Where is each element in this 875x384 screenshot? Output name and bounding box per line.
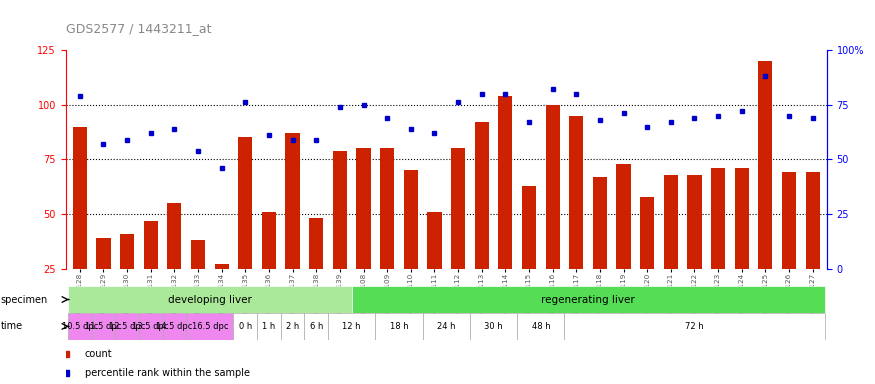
Bar xyxy=(664,175,678,269)
Text: 11.5 dpc: 11.5 dpc xyxy=(85,322,122,331)
Bar xyxy=(451,149,466,269)
Bar xyxy=(403,170,418,269)
Bar xyxy=(96,238,110,269)
Bar xyxy=(517,313,564,340)
Bar xyxy=(73,127,87,269)
Text: percentile rank within the sample: percentile rank within the sample xyxy=(85,368,249,378)
Text: 0 h: 0 h xyxy=(239,322,252,331)
Text: specimen: specimen xyxy=(1,295,48,305)
Bar xyxy=(309,218,324,269)
Bar xyxy=(498,96,513,269)
Text: 48 h: 48 h xyxy=(531,322,550,331)
Bar xyxy=(285,133,299,269)
Bar xyxy=(281,313,304,340)
Bar xyxy=(68,286,352,313)
Bar xyxy=(522,185,536,269)
Bar xyxy=(640,197,654,269)
Bar xyxy=(120,234,134,269)
Bar xyxy=(545,105,560,269)
Bar xyxy=(332,151,347,269)
Bar xyxy=(375,313,423,340)
Text: 18 h: 18 h xyxy=(389,322,409,331)
Bar xyxy=(593,177,607,269)
Text: 12.5 dpc: 12.5 dpc xyxy=(108,322,145,331)
Bar xyxy=(234,313,257,340)
Bar xyxy=(423,313,470,340)
Bar xyxy=(144,221,158,269)
Bar xyxy=(139,313,163,340)
Bar xyxy=(564,313,824,340)
Bar xyxy=(759,61,773,269)
Text: 6 h: 6 h xyxy=(310,322,323,331)
Bar xyxy=(474,122,489,269)
Bar xyxy=(214,265,228,269)
Bar xyxy=(356,149,371,269)
Bar xyxy=(257,313,281,340)
Text: 24 h: 24 h xyxy=(437,322,456,331)
Bar xyxy=(711,168,725,269)
Bar xyxy=(427,212,442,269)
Bar xyxy=(191,240,205,269)
Bar xyxy=(328,313,375,340)
Text: 72 h: 72 h xyxy=(685,322,704,331)
Bar xyxy=(782,172,796,269)
Text: GDS2577 / 1443211_at: GDS2577 / 1443211_at xyxy=(66,22,211,35)
Text: 2 h: 2 h xyxy=(286,322,299,331)
Bar xyxy=(569,116,584,269)
Bar xyxy=(116,313,139,340)
Text: 10.5 dpc: 10.5 dpc xyxy=(61,322,98,331)
Bar xyxy=(735,168,749,269)
Text: 30 h: 30 h xyxy=(484,322,503,331)
Bar xyxy=(617,164,631,269)
Bar xyxy=(167,203,181,269)
Text: 12 h: 12 h xyxy=(342,322,360,331)
Text: 14.5 dpc: 14.5 dpc xyxy=(157,322,192,331)
Text: 16.5 dpc: 16.5 dpc xyxy=(192,322,228,331)
Text: time: time xyxy=(1,321,23,331)
Bar xyxy=(163,313,186,340)
Bar xyxy=(68,313,92,340)
Bar xyxy=(238,137,252,269)
Bar xyxy=(92,313,116,340)
Bar xyxy=(380,149,395,269)
Text: regenerating liver: regenerating liver xyxy=(542,295,635,305)
Bar xyxy=(688,175,702,269)
Text: 13.5 dpc: 13.5 dpc xyxy=(132,322,169,331)
Bar xyxy=(186,313,234,340)
Bar xyxy=(304,313,328,340)
Bar xyxy=(262,212,276,269)
Bar xyxy=(806,172,820,269)
Bar xyxy=(470,313,517,340)
Text: 1 h: 1 h xyxy=(262,322,276,331)
Text: developing liver: developing liver xyxy=(168,295,252,305)
Bar xyxy=(352,286,824,313)
Text: count: count xyxy=(85,349,112,359)
